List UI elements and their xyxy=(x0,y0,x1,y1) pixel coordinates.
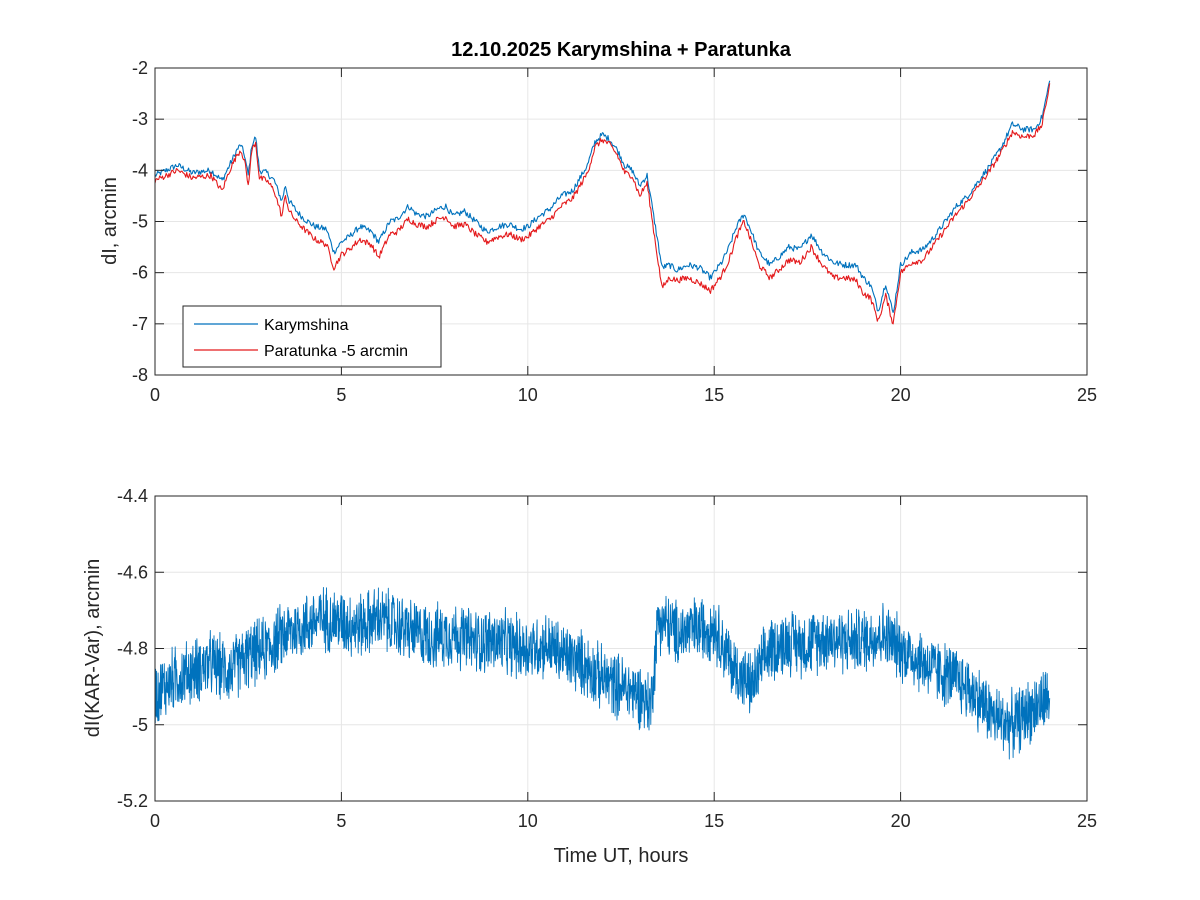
top-x-tick-label: 10 xyxy=(518,385,538,405)
bottom-x-tick-label: 15 xyxy=(704,811,724,831)
top-y-tick-label: -4 xyxy=(132,160,148,180)
legend: Karymshina Paratunka -5 arcmin xyxy=(182,305,442,368)
bottom-x-tick-label: 20 xyxy=(891,811,911,831)
top-x-tick-label: 5 xyxy=(336,385,346,405)
top-series-paratunka-5-arcmin xyxy=(154,83,1051,325)
bottom-y-tick-label: -5.2 xyxy=(117,791,148,811)
bottom-x-tick-label: 0 xyxy=(150,811,160,831)
bottom-x-tick-label: 25 xyxy=(1077,811,1097,831)
bottom-y-tick-label: -4.4 xyxy=(117,486,148,506)
bottom-x-tick-label: 5 xyxy=(336,811,346,831)
top-y-tick-label: -2 xyxy=(132,58,148,78)
top-x-tick-label: 0 xyxy=(150,385,160,405)
top-x-tick-label: 20 xyxy=(891,385,911,405)
bottom-x-tick-label: 10 xyxy=(518,811,538,831)
bottom-y-axis-label: dI(KAR-Var), arcmin xyxy=(82,559,104,738)
top-y-tick-label: -5 xyxy=(132,212,148,232)
bottom-series-di-kar-var xyxy=(154,587,1051,760)
bottom-ticks: 0 5 10 15 20 25 -5.2 -5 -4.8 -4.6 -4.4 xyxy=(117,486,1097,831)
top-plot-title: 12.10.2025 Karymshina + Paratunka xyxy=(451,39,792,61)
top-y-axis-label: dI, arcmin xyxy=(99,177,121,265)
legend-label-karymshina: Karymshina xyxy=(264,317,349,334)
top-plot: 0 5 10 15 20 25 -8 -7 -6 -5 -4 -3 -2 12.10.2025 Kary… xyxy=(99,39,1097,405)
top-x-tick-label: 15 xyxy=(704,385,724,405)
legend-box xyxy=(182,305,442,368)
bottom-plot: 0 5 10 15 20 25 -5.2 -5 -4.8 -4.6 -4.4 Time UT, ho… xyxy=(82,486,1097,867)
top-series-karymshina xyxy=(154,80,1051,314)
bottom-y-tick-label: -5 xyxy=(132,715,148,735)
top-y-tick-label: -6 xyxy=(132,263,148,283)
bottom-y-tick-label: -4.6 xyxy=(117,562,148,582)
top-data xyxy=(154,80,1051,325)
top-y-tick-label: -3 xyxy=(132,109,148,129)
top-y-tick-label: -8 xyxy=(132,365,148,385)
top-y-tick-label: -7 xyxy=(132,314,148,334)
bottom-y-tick-label: -4.8 xyxy=(117,639,148,659)
bottom-data xyxy=(154,587,1051,760)
top-ticks: 0 5 10 15 20 25 -8 -7 -6 -5 -4 -3 -2 xyxy=(132,58,1097,405)
legend-label-paratunka: Paratunka -5 arcmin xyxy=(264,343,408,360)
bottom-x-axis-label: Time UT, hours xyxy=(554,845,689,867)
top-x-tick-label: 25 xyxy=(1077,385,1097,405)
